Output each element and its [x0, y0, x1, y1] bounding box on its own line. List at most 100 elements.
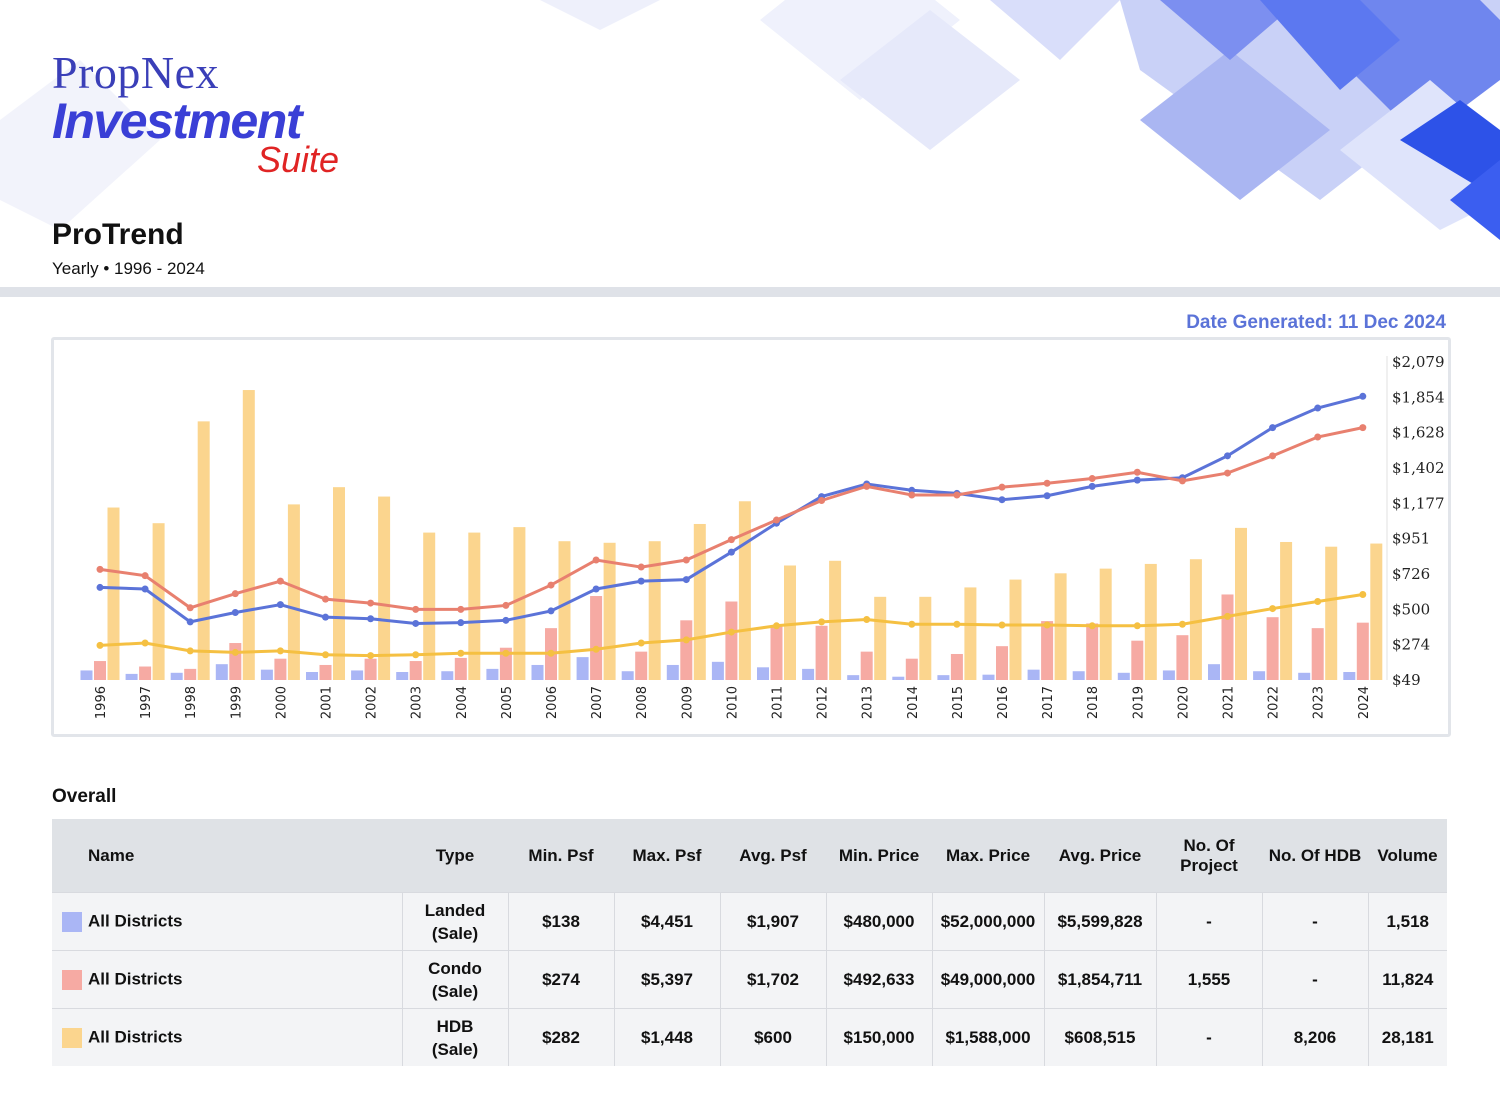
hdb-line-point [412, 651, 420, 659]
hdb-bar [1189, 559, 1202, 680]
x-tick-label: 2008 [635, 686, 650, 719]
date-generated: Date Generated: 11 Dec 2024 [1186, 312, 1446, 333]
x-tick-label: 2019 [1131, 686, 1146, 719]
condo-line-point [547, 581, 555, 589]
condo-line-point [1133, 468, 1141, 476]
condo-line-point [141, 572, 149, 580]
landed-line-point [276, 601, 284, 609]
hdb-bar [287, 504, 300, 680]
table-header-row: Name Type Min. Psf Max. Psf Avg. Psf Min… [52, 819, 1447, 893]
row-min-psf: $138 [507, 892, 614, 951]
row-volume: 28,181 [1367, 1008, 1447, 1066]
condo-bar [635, 651, 648, 680]
landed-bar [576, 657, 589, 680]
hdb-line-point [96, 641, 104, 649]
col-header-avg-price: Avg. Price [1044, 819, 1156, 893]
landed-bar [1343, 672, 1356, 680]
col-header-min-psf: Min. Psf [508, 819, 614, 893]
condo-line-point [1088, 475, 1096, 483]
condo-line-point [592, 556, 600, 564]
landed-bar [1298, 672, 1311, 680]
x-tick-label: 2020 [1176, 686, 1191, 719]
hdb-swatch [62, 1027, 82, 1048]
hdb-line-point [1359, 590, 1367, 598]
x-tick-label: 2002 [365, 686, 380, 719]
hdb-line-point [1269, 605, 1277, 613]
condo-bar [364, 658, 377, 680]
condo-line-point [367, 599, 375, 607]
row-type: Condo (Sale) [401, 950, 508, 1009]
hdb-line-point [1178, 620, 1186, 628]
x-tick-label: 2006 [545, 686, 560, 719]
condo-bar [1221, 594, 1234, 680]
x-tick-label: 1997 [139, 686, 154, 719]
condo-bar [94, 661, 106, 680]
row-no-of-hdb: - [1261, 950, 1368, 1009]
x-tick-label: 2011 [771, 686, 786, 719]
hdb-line-point [727, 628, 735, 636]
condo-bar [319, 664, 332, 680]
landed-bar [396, 672, 409, 680]
y-tick-label: $1,628 [1392, 424, 1445, 442]
table-row: All Districts HDB (Sale) $282 $1,448 $600… [52, 1008, 1447, 1066]
landed-line-point [998, 496, 1006, 504]
hdb-line-point [953, 620, 961, 628]
x-tick-label: 2005 [500, 686, 515, 719]
col-header-volume: Volume [1368, 819, 1447, 893]
condo-line-point [276, 577, 284, 585]
condo-bar [680, 620, 693, 680]
condo-bar [725, 601, 738, 680]
landed-line-point [322, 613, 329, 621]
landed-line-point [367, 615, 375, 623]
landed-bar [170, 672, 183, 680]
hdb-line-point [818, 618, 826, 626]
landed-bar [802, 668, 815, 680]
hdb-bar [1280, 541, 1293, 680]
landed-line-point [1269, 424, 1277, 432]
hdb-line-point [547, 649, 555, 657]
landed-line-point [231, 608, 239, 616]
hdb-bar [1370, 543, 1383, 680]
row-min-price: $480,000 [825, 892, 932, 951]
hdb-bar [919, 596, 932, 680]
col-header-min-price: Min. Price [826, 819, 932, 893]
row-type-line-1: Condo [428, 958, 482, 978]
landed-line-point [1043, 492, 1051, 500]
condo-line-point [773, 516, 780, 524]
row-no-of-project: - [1155, 1008, 1262, 1066]
landed-bar [621, 671, 634, 680]
y-tick-label: $726 [1392, 565, 1430, 583]
landed-bar [486, 668, 499, 680]
condo-bar [139, 666, 152, 680]
landed-bar [1208, 664, 1220, 680]
landed-bar [982, 674, 995, 680]
condo-bar [1041, 621, 1054, 680]
row-name: All Districts [88, 1027, 183, 1047]
col-header-no-of-hdb: No. Of HDB [1262, 819, 1368, 893]
condo-line-point [1359, 424, 1367, 432]
condo-bar [1311, 628, 1324, 680]
header-decoration [0, 0, 1500, 240]
landed-bar [1027, 669, 1040, 680]
condo-bar [815, 625, 828, 680]
row-no-of-project: - [1155, 892, 1262, 951]
landed-line-point [637, 577, 645, 585]
landed-bar [351, 670, 364, 680]
row-name-cell: All Districts [52, 892, 402, 951]
condo-line-point [818, 496, 826, 504]
x-tick-label: 2017 [1041, 686, 1056, 719]
hdb-bar [1009, 579, 1022, 680]
y-tick-label: $274 [1392, 636, 1430, 654]
row-max-price: $49,000,000 [931, 950, 1044, 1009]
logo-line-2: Investment [52, 93, 302, 149]
row-no-of-hdb: 8,206 [1261, 1008, 1368, 1066]
row-type-line-2: (Sale) [431, 1039, 479, 1059]
y-tick-label: $2,079 [1392, 353, 1445, 371]
trend-chart: $2,079 $1,854 $1,628 $1,402 $1,177 $951 $726 $5… [51, 337, 1451, 737]
x-tick-label: 1998 [184, 686, 199, 719]
hdb-bar [242, 390, 255, 680]
x-tick-label: 2023 [1312, 686, 1327, 719]
hdb-bar [423, 532, 436, 680]
row-max-price: $52,000,000 [931, 892, 1044, 951]
hdb-line-point [1088, 622, 1096, 630]
